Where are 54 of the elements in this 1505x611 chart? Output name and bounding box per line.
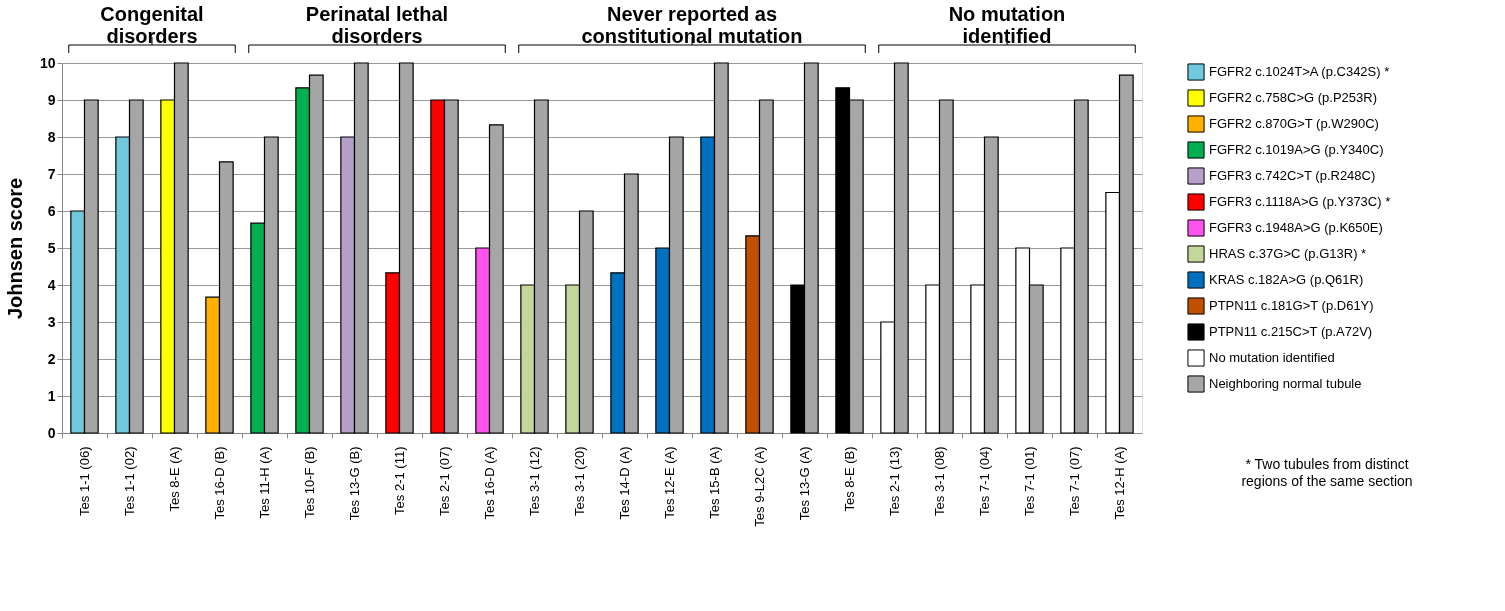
- x-tick-label: Tes 1-1 (02): [121, 446, 137, 516]
- x-tick-label: Tes 12-E (A): [661, 446, 677, 519]
- legend-label: KRAS c.182A>G (p.Q61R): [1209, 272, 1364, 287]
- y-tick-label: 10: [39, 54, 56, 71]
- x-tick-label: Tes 2-1 (13): [886, 446, 902, 516]
- legend-label: FGFR3 c.1948A>G (p.K650E): [1209, 220, 1383, 235]
- y-tick-label: 1: [47, 387, 56, 404]
- x-tick-label: Tes 7-1 (01): [1021, 446, 1037, 516]
- y-tick-label: 8: [47, 128, 56, 145]
- x-tick-label: Tes 16-D (A): [481, 446, 497, 520]
- y-tick-label: 7: [47, 165, 56, 182]
- x-tick-label: Tes 11-H (A): [256, 446, 272, 519]
- x-tick-label: Tes 15-B (A): [706, 446, 722, 519]
- y-tick-label: 2: [47, 350, 56, 367]
- y-axis-title: Johnsen score: [3, 177, 26, 320]
- x-tick-label: Tes 3-1 (12): [526, 446, 542, 516]
- x-tick-label: Tes 3-1 (08): [931, 446, 947, 516]
- y-tick-label: 4: [47, 276, 56, 293]
- legend-label: FGFR2 c.1024T>A (p.C342S) *: [1209, 64, 1390, 79]
- x-tick-label: Tes 13-G (A): [796, 446, 812, 521]
- text: * Two tubules from distinct regions of the same section: [1241, 456, 1413, 489]
- x-tick-label: Tes 8-E (B): [841, 446, 857, 512]
- x-tick-label: Tes 1-1 (06): [76, 446, 92, 516]
- x-tick-label: Tes 7-1 (04): [976, 446, 992, 516]
- x-tick-label: Tes 14-D (A): [616, 446, 632, 520]
- x-tick-label: Tes 3-1 (20): [571, 446, 587, 516]
- y-tick-label: 6: [47, 202, 56, 219]
- x-tick-label: Tes 12-H (A): [1111, 446, 1127, 520]
- y-tick-label: 5: [47, 239, 56, 256]
- legend-label: No mutation identified: [1209, 350, 1335, 365]
- legend-label: PTPN11 c.215C>T (p.A72V): [1209, 324, 1373, 339]
- x-tick-label: Tes 8-E (A): [166, 446, 182, 512]
- legend-label: FGFR2 c.1019A>G (p.Y340C): [1209, 142, 1384, 157]
- x-tick-label: Tes 13-G (B): [346, 446, 362, 521]
- legend-label: HRAS c.37G>C (p.G13R) *: [1209, 246, 1367, 261]
- y-tick-label: 9: [47, 91, 56, 108]
- text: Perinatal lethal disorders: [305, 3, 449, 47]
- x-tick-label: Tes 9-L2C (A): [751, 446, 767, 527]
- legend-label: FGFR2 c.870G>T (p.W290C): [1209, 116, 1379, 131]
- x-tick-label: Tes 2-1 (07): [436, 446, 452, 516]
- legend-label: Neighboring normal tubule: [1209, 376, 1362, 391]
- legend-label: FGFR2 c.758C>G (p.P253R): [1209, 90, 1377, 105]
- legend-label: FGFR3 c.1118A>G (p.Y373C) *: [1209, 194, 1391, 209]
- x-tick-label: Tes 10-F (B): [301, 446, 317, 519]
- x-tick-label: Tes 7-1 (07): [1066, 446, 1082, 516]
- x-tick-label: Tes 16-D (B): [211, 446, 227, 520]
- y-tick-label: 0: [47, 424, 56, 441]
- text: Never reported as constitutional mutation: [581, 3, 803, 47]
- legend-label: FGFR3 c.742C>T (p.R248C): [1209, 168, 1376, 183]
- y-tick-label: 3: [47, 313, 56, 330]
- legend-label: PTPN11 c.181G>T (p.D61Y): [1209, 298, 1374, 313]
- x-tick-label: Tes 2-1 (11): [391, 446, 407, 515]
- text: Congenital disorders: [100, 3, 204, 47]
- text: No mutation identified: [948, 3, 1066, 47]
